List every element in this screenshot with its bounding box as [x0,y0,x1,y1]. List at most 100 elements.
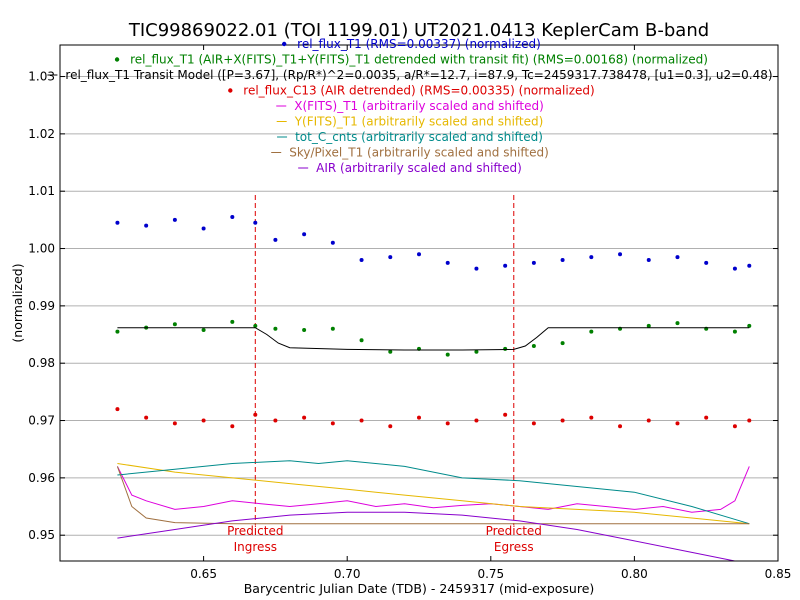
legend-entry-tot-c-cnts-arbitrarily-scaled-and-shifte: tot_C_cnts (arbitrarily scaled and shift… [277,130,543,144]
legend-entry-rel-flux-t1-air-x-fits-t1-y-fits-t1-detr: rel_flux_T1 (AIR+X(FITS)_T1+Y(FITS)_T1 d… [114,53,708,67]
series-rel-flux-c13-air-detrended-rms-0-00335-n [115,407,752,429]
series-line [117,327,750,351]
data-point [445,421,450,426]
data-point [201,327,206,332]
annotation-label-2: Ingress [234,540,277,554]
data-point [531,421,536,426]
data-point [417,415,421,420]
data-point [646,323,651,328]
series-line [117,511,738,561]
x-tick-label: 0.70 [334,567,361,581]
data-point [230,215,235,219]
annotation-lines [254,195,515,525]
data-point [144,415,149,420]
legend-entry-x-fits-t1-arbitrarily-scaled-and-shifted: X(FITS)_T1 (arbitrarily scaled and shift… [276,99,544,113]
x-axis-label: Barycentric Julian Date (TDB) - 2459317 … [244,581,595,596]
series-x-fits-t1-arbitrarily-scaled-and-shifted [116,466,750,513]
series-air-arbitrarily-scaled-and-shifted [117,511,738,561]
y-tick-label: 1.02 [28,127,55,141]
data-point [589,415,594,420]
data-point [230,319,235,324]
series-tot-c-cnts-arbitrarily-scaled-and-shifte [117,460,750,525]
series-line [116,466,750,513]
y-axis: 0.95 0.96 0.97 0.98 0.99 1.00 1.01 1.02 1.03 [28,70,778,542]
legend-entry-rel-flux-t1-transit-model-p-3-67-rp-r-2-: rel_flux_T1 Transit Model ([P=3.67], (Rp… [47,68,773,82]
legend-entry-rel-flux-c13-air-detrended-rms-0-00335-n: rel_flux_C13 (AIR detrended) (RMS=0.0033… [228,84,595,98]
data-point [172,322,177,327]
data-point [747,263,752,268]
legend-entry-rel-flux-t1-rms-0-00337-normalized: rel_flux_T1 (RMS=0.00337) (normalized) [281,37,541,51]
data-point [531,344,536,348]
x-tick-label: 0.85 [765,567,792,581]
data-point [388,255,393,260]
legend-entry-sky-pixel-t1-arbitrarily-scaled-and-shif: Sky/Pixel_T1 (arbitrarily scaled and shi… [271,146,549,160]
data-point [201,226,206,231]
data-point [646,258,651,262]
annotation-label-1: Predicted [227,524,283,538]
data-point [253,412,258,417]
y-tick-label: 1.03 [28,70,55,84]
data-point [253,323,258,328]
series-line [116,466,750,525]
data-point [388,424,393,429]
plot-frame [59,44,779,562]
y-axis-label: (normalized) [10,263,25,342]
y-tick-label: 0.98 [28,356,55,370]
data-point [704,260,709,265]
annotation-labels: Predicted Ingress Predicted Egress [227,524,542,554]
data-point [675,255,680,260]
data-point [560,341,565,346]
y-tick-label: 0.96 [28,471,55,485]
data-point [115,220,120,225]
series-layer [115,215,752,561]
data-point [273,326,278,331]
legend-marker [114,57,120,62]
data-point [474,418,479,423]
data-point [445,260,450,265]
y-tick-label: 0.99 [28,299,55,313]
data-point [201,418,206,423]
data-point [330,421,335,426]
data-point [230,424,235,429]
data-point [503,263,508,268]
data-point [302,327,307,332]
data-point [388,349,393,354]
data-point [531,260,536,265]
legend-label: Sky/Pixel_T1 (arbitrarily scaled and shi… [289,146,549,160]
series-line [117,460,750,525]
data-point [618,252,623,257]
data-point [172,217,177,222]
x-axis: 0.65 0.70 0.75 0.80 0.85 [190,45,791,581]
data-point [589,329,594,334]
annotation-label-1: Predicted [486,524,542,538]
data-point [732,424,737,429]
grid [60,76,778,536]
legend-label: tot_C_cnts (arbitrarily scaled and shift… [295,130,543,144]
x-tick-label: 0.75 [477,567,504,581]
series-sky-pixel-t1-arbitrarily-scaled-and-shif [116,466,750,525]
plot-area [60,45,778,561]
data-point [560,418,565,423]
data-point [115,329,120,334]
legend-marker [228,88,233,93]
data-point [618,424,623,429]
data-point [330,326,335,331]
data-point [503,412,508,417]
data-point [115,407,120,412]
data-point [747,418,752,423]
legend-entry-air-arbitrarily-scaled-and-shifted: AIR (arbitrarily scaled and shifted) [298,161,522,175]
data-point [144,223,149,228]
data-point [732,329,737,334]
data-point [359,338,364,343]
data-point [560,258,565,262]
series-line [117,463,750,525]
data-point [302,232,307,237]
legend-label: rel_flux_T1 (RMS=0.00337) (normalized) [297,37,541,51]
legend-label: rel_flux_T1 (AIR+X(FITS)_T1+Y(FITS)_T1 d… [130,53,708,67]
y-tick-label: 0.95 [28,528,55,542]
data-point [503,346,508,351]
chart-title: TIC99869022.01 (TOI 1199.01) UT2021.0413… [128,20,709,41]
legend: rel_flux_T1 (RMS=0.00337) (normalized) re… [47,37,773,175]
legend-marker [281,41,287,47]
